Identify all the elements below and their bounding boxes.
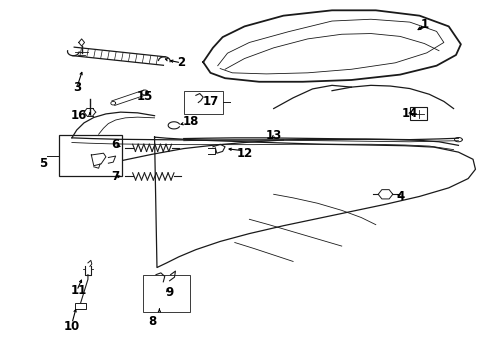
Text: 16: 16 [71,109,87,122]
Text: 9: 9 [164,286,173,299]
Text: 11: 11 [71,284,87,297]
Bar [59,135,122,176]
Text: 8: 8 [148,315,156,328]
Text: 6: 6 [111,138,120,151]
Bar [183,91,222,114]
Text: 4: 4 [395,190,404,203]
Text: 15: 15 [136,90,153,103]
Text: 1: 1 [420,18,427,31]
Bar [409,108,427,120]
Text: 2: 2 [177,55,185,69]
Text: 13: 13 [265,129,281,142]
Text: 17: 17 [202,95,218,108]
Text: 14: 14 [401,107,417,120]
Text: 7: 7 [111,170,120,183]
Text: 12: 12 [236,147,252,160]
Text: 3: 3 [73,81,81,94]
Text: 18: 18 [183,114,199,127]
Bar [75,303,86,309]
Text: 5: 5 [39,157,47,170]
Text: 10: 10 [63,320,80,333]
Bar [143,275,189,312]
